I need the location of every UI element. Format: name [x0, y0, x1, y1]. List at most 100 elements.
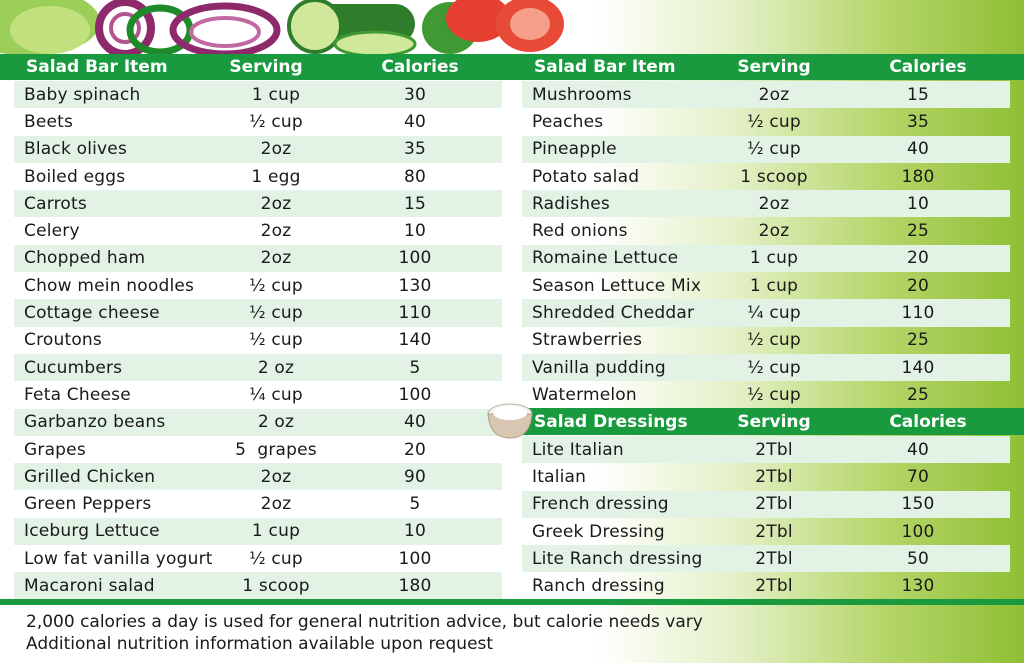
table-row: Grapes 5 grapes 20 — [14, 436, 502, 463]
dressing-calories: 70 — [906, 466, 930, 487]
item-name: Watermelon — [532, 384, 637, 405]
item-serving: 2oz — [758, 84, 790, 105]
item-serving: 2oz — [260, 221, 292, 242]
item-name: Carrots — [24, 193, 87, 214]
table-row: Green Peppers 2oz 5 — [14, 490, 502, 517]
dressing-name: Lite Italian — [532, 439, 624, 460]
table-row: Boiled eggs 1 egg 80 — [14, 163, 502, 190]
item-name: Radishes — [532, 193, 610, 214]
dressing-serving: 2Tbl — [755, 439, 793, 460]
dressings-header-serving: Serving — [737, 411, 811, 432]
item-serving: 2oz — [260, 193, 292, 214]
item-calories: 15 — [403, 193, 427, 214]
item-serving: ½ cup — [747, 357, 801, 378]
item-name: Grapes — [24, 439, 86, 460]
dressing-serving: 2Tbl — [755, 466, 793, 487]
footer-divider — [0, 599, 1024, 605]
table-row: Lite Italian 2Tbl 40 — [522, 436, 1010, 464]
table-row: Mushrooms 2oz 15 — [522, 81, 1010, 109]
item-name: Black olives — [24, 139, 128, 160]
item-serving: 1 egg — [251, 166, 301, 187]
table-row: Cottage cheese ½ cup 110 — [14, 299, 502, 327]
dressing-calories: 130 — [901, 576, 935, 597]
item-serving: 5 grapes — [235, 439, 317, 460]
item-name: Green Peppers — [24, 494, 152, 515]
item-name: Pineapple — [532, 139, 617, 160]
table-row: Lite Ranch dressing 2Tbl 50 — [522, 545, 1010, 573]
dressing-calories: 100 — [901, 521, 935, 542]
item-name: Potato salad — [532, 166, 640, 187]
item-serving: 1 cup — [251, 521, 301, 542]
header-bar — [0, 54, 1024, 80]
item-serving: 2oz — [260, 466, 292, 487]
dressings-header-item: Salad Dressings — [534, 411, 688, 432]
item-serving: ½ cup — [249, 330, 303, 351]
table-row: Greek Dressing 2Tbl 100 — [522, 518, 1010, 545]
item-name: Celery — [24, 221, 80, 242]
item-calories: 20 — [906, 275, 930, 296]
footer-note-availability: Additional nutrition information availab… — [26, 634, 494, 654]
item-serving: ½ cup — [747, 384, 801, 405]
table-row: Cucumbers 2 oz 5 — [14, 353, 502, 382]
item-serving: ½ cup — [249, 303, 303, 324]
table-row: Iceburg Lettuce 1 cup 10 — [14, 517, 502, 546]
left-table-header: Salad Bar Item Serving Calories — [14, 54, 502, 80]
vegetable-banner-illustration — [0, 0, 564, 56]
item-calories: 30 — [403, 84, 427, 105]
item-calories: 100 — [398, 548, 432, 569]
table-row: Pineapple ½ cup 40 — [522, 135, 1010, 163]
dressings-table: Lite Italian 2Tbl 40 Italian 2Tbl 70 French … — [522, 436, 1010, 600]
dressing-bowl-icon — [487, 403, 533, 439]
dressing-name: French dressing — [532, 494, 669, 515]
table-row: Macaroni salad 1 scoop 180 — [14, 572, 502, 600]
item-serving: ½ cup — [249, 111, 303, 132]
item-calories: 5 — [409, 357, 421, 378]
dressings-table-header: Salad Dressings Serving Calories — [522, 408, 1010, 435]
table-row: Italian 2Tbl 70 — [522, 463, 1010, 490]
item-name: Peaches — [532, 111, 604, 132]
item-name: Croutons — [24, 330, 102, 351]
item-name: Boiled eggs — [24, 166, 126, 187]
item-calories: 140 — [901, 357, 935, 378]
item-name: Strawberries — [532, 330, 643, 351]
right-header-serving: Serving — [737, 57, 811, 77]
item-calories: 10 — [906, 193, 930, 214]
dressing-name: Italian — [532, 466, 587, 487]
item-calories: 25 — [906, 384, 930, 405]
table-row: Potato salad 1 scoop 180 — [522, 163, 1010, 190]
right-header-item: Salad Bar Item — [534, 57, 676, 77]
item-serving: ½ cup — [747, 111, 801, 132]
item-calories: 180 — [398, 575, 432, 596]
item-calories: 110 — [398, 303, 432, 324]
item-serving: 1 cup — [749, 248, 799, 269]
item-name: Beets — [24, 111, 74, 132]
item-calories: 140 — [398, 330, 432, 351]
dressing-serving: 2Tbl — [755, 521, 793, 542]
table-row: Strawberries ½ cup 25 — [522, 327, 1010, 354]
item-serving: 2oz — [260, 139, 292, 160]
left-header-item: Salad Bar Item — [26, 57, 168, 77]
table-row: Romaine Lettuce 1 cup 20 — [522, 244, 1010, 273]
item-serving: 2oz — [260, 248, 292, 269]
item-name: Feta Cheese — [24, 384, 131, 405]
table-row: Croutons ½ cup 140 — [14, 327, 502, 354]
right-items-table: Mushrooms 2oz 15 Peaches ½ cup 35 Pineapple ½… — [522, 81, 1010, 409]
table-row: Beets ½ cup 40 — [14, 108, 502, 135]
item-name: Mushrooms — [532, 84, 632, 105]
right-table-header: Salad Bar Item Serving Calories — [522, 54, 1010, 80]
item-name: Chopped ham — [24, 248, 146, 269]
item-calories: 110 — [901, 303, 935, 324]
item-serving: 2 oz — [257, 412, 295, 433]
footer-note-calories: 2,000 calories a day is used for general… — [26, 612, 703, 632]
item-name: Romaine Lettuce — [532, 248, 679, 269]
table-row: Baby spinach 1 cup 30 — [14, 81, 502, 109]
dressing-name: Lite Ranch dressing — [532, 548, 703, 569]
item-serving: ½ cup — [249, 275, 303, 296]
item-name: Macaroni salad — [24, 575, 155, 596]
item-calories: 25 — [906, 221, 930, 242]
table-row: Chopped ham 2oz 100 — [14, 244, 502, 273]
item-serving: ½ cup — [747, 139, 801, 160]
item-calories: 40 — [403, 111, 427, 132]
item-serving: 1 cup — [251, 84, 301, 105]
item-calories: 100 — [398, 384, 432, 405]
